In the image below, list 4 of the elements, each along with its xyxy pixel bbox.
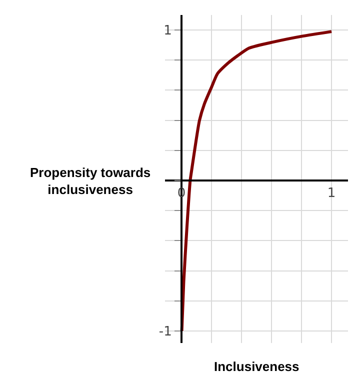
y-tick-label: -1 bbox=[158, 324, 172, 340]
x-axis-title: Inclusiveness bbox=[214, 359, 300, 374]
line-series bbox=[180, 30, 333, 332]
y-axis-title: Propensity towards inclusiveness bbox=[30, 165, 151, 197]
